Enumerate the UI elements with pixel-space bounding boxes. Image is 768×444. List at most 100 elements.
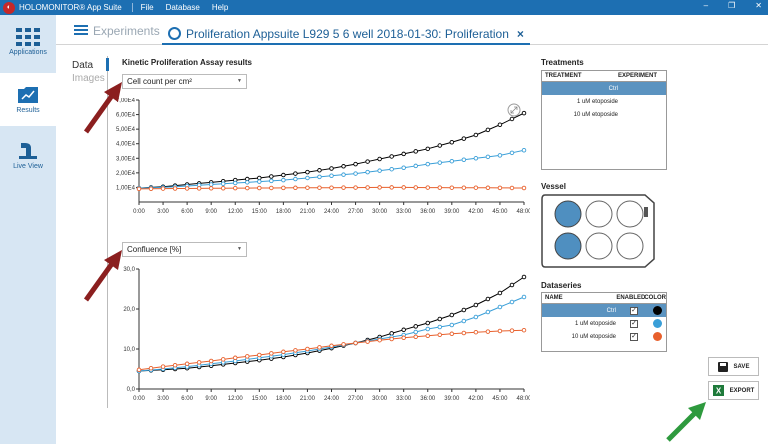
data-point xyxy=(232,180,238,186)
data-point xyxy=(341,172,346,177)
data-point xyxy=(461,318,467,324)
dataseries-table: NAME ENABLED COLOR Ctrl ✓ 1 uM etoposide… xyxy=(541,292,667,352)
data-point xyxy=(461,330,467,336)
dataseries-row[interactable]: 10 uM etoposide ✓ xyxy=(542,330,666,343)
data-point xyxy=(485,296,491,302)
treatment-row[interactable]: 1 uM etoposide xyxy=(576,98,618,105)
well-b2[interactable] xyxy=(585,232,613,260)
svg-text:X: X xyxy=(715,387,721,396)
sidebar-label-live-view: Live View xyxy=(13,162,43,170)
close-tab-icon[interactable]: × xyxy=(516,26,524,41)
data-point xyxy=(329,185,334,190)
data-point xyxy=(485,329,491,334)
restore-icon[interactable]: ❐ xyxy=(728,1,736,10)
export-button-label: EXPORT xyxy=(729,387,755,394)
y-tick-label: 6,00E4 xyxy=(116,113,136,119)
sidebar-item-results[interactable]: Results xyxy=(0,73,56,126)
x-tick-label: 45:00 xyxy=(492,396,508,402)
tab-experiments[interactable]: Experiments xyxy=(93,24,160,38)
treatment-row[interactable]: 10 uM etoposide xyxy=(573,111,618,118)
menu-file[interactable]: File xyxy=(140,3,154,12)
x-tick-label: 9:00 xyxy=(205,209,217,215)
data-point xyxy=(257,175,262,181)
color-swatch[interactable] xyxy=(652,319,662,328)
menu-database[interactable]: Database xyxy=(165,3,200,12)
metric-select-top[interactable]: Cell count per cm² ▼ xyxy=(122,74,247,89)
sidebar: Applications Results Live View xyxy=(0,15,56,444)
dataseries-row[interactable]: Ctrl ✓ xyxy=(542,304,666,317)
save-button[interactable]: SAVE xyxy=(708,357,759,376)
well-a2[interactable] xyxy=(585,200,613,228)
title-separator xyxy=(131,3,133,12)
close-window-icon[interactable]: ✕ xyxy=(755,1,762,10)
treatment-row[interactable]: Ctrl xyxy=(542,82,666,95)
color-swatch[interactable] xyxy=(652,332,662,341)
sidebar-item-live-view[interactable]: Live View xyxy=(0,129,56,182)
data-point xyxy=(281,172,286,178)
data-point xyxy=(365,169,370,175)
x-tick-label: 33:00 xyxy=(396,396,412,402)
well-a1[interactable] xyxy=(554,200,582,228)
save-disk-icon xyxy=(717,361,728,372)
data-point xyxy=(461,185,467,190)
col-experiment: EXPERIMENT xyxy=(618,73,658,79)
data-point xyxy=(425,161,431,167)
data-point xyxy=(269,178,274,184)
enabled-checkbox[interactable]: ✓ xyxy=(630,319,638,328)
tab-proliferation[interactable]: Proliferation Appsuite L929 5 6 well 201… xyxy=(162,19,530,45)
data-point xyxy=(449,331,455,337)
data-point xyxy=(509,150,515,156)
data-point xyxy=(389,336,394,342)
well-b3[interactable] xyxy=(616,232,644,260)
data-point xyxy=(329,166,334,171)
x-tick-label: 45:00 xyxy=(492,209,508,215)
data-point xyxy=(521,185,527,191)
data-point xyxy=(413,149,418,154)
data-point xyxy=(305,175,310,181)
data-point xyxy=(269,185,274,191)
metric-select-bottom-value: Confluence [%] xyxy=(127,245,182,254)
enabled-checkbox[interactable]: ✓ xyxy=(630,332,638,341)
data-point xyxy=(437,185,443,190)
color-swatch[interactable] xyxy=(652,306,662,315)
well-b1[interactable] xyxy=(554,232,582,260)
data-point xyxy=(413,324,418,329)
data-point xyxy=(473,156,479,161)
tab-proliferation-label: Proliferation Appsuite L929 5 6 well 201… xyxy=(186,26,509,41)
data-point xyxy=(521,294,527,300)
y-tick-label: 7,00E4 xyxy=(116,98,136,104)
hamburger-menu-icon[interactable] xyxy=(74,25,88,35)
export-button[interactable]: X EXPORT xyxy=(708,381,759,400)
tab-images[interactable]: Images xyxy=(72,73,105,84)
data-point xyxy=(377,185,382,190)
well-a3[interactable] xyxy=(616,200,644,228)
y-tick-label: 1,00E4 xyxy=(116,185,136,191)
enabled-checkbox[interactable]: ✓ xyxy=(630,306,638,315)
sidebar-item-applications[interactable]: Applications xyxy=(0,15,56,68)
data-point xyxy=(413,163,418,169)
dataseries-title: Dataseries xyxy=(541,281,582,290)
data-point xyxy=(437,160,443,165)
data-point xyxy=(172,186,178,191)
tab-data[interactable]: Data xyxy=(72,60,94,71)
data-point xyxy=(341,185,346,190)
expand-chart-icon[interactable] xyxy=(507,103,521,117)
x-tick-label: 6:00 xyxy=(181,396,193,402)
data-point xyxy=(245,180,250,185)
x-tick-label: 0:00 xyxy=(133,209,145,215)
data-point xyxy=(136,367,142,373)
data-point xyxy=(329,173,334,179)
data-point xyxy=(269,351,274,356)
data-point xyxy=(521,148,527,153)
metric-select-bottom[interactable]: Confluence [%] ▼ xyxy=(122,242,247,257)
dataseries-header: NAME ENABLED COLOR xyxy=(542,293,666,304)
y-tick-label: 0,0 xyxy=(127,387,136,393)
holomonitor-logo-icon: ◐ xyxy=(3,1,15,14)
y-tick-label: 4,00E4 xyxy=(116,142,136,148)
menu-help[interactable]: Help xyxy=(211,3,229,12)
dataseries-row[interactable]: 1 uM etoposide ✓ xyxy=(542,317,666,330)
data-point xyxy=(257,352,262,358)
minimize-icon[interactable]: – xyxy=(703,1,709,10)
data-point xyxy=(184,361,190,367)
vessel-title: Vessel xyxy=(541,182,566,191)
